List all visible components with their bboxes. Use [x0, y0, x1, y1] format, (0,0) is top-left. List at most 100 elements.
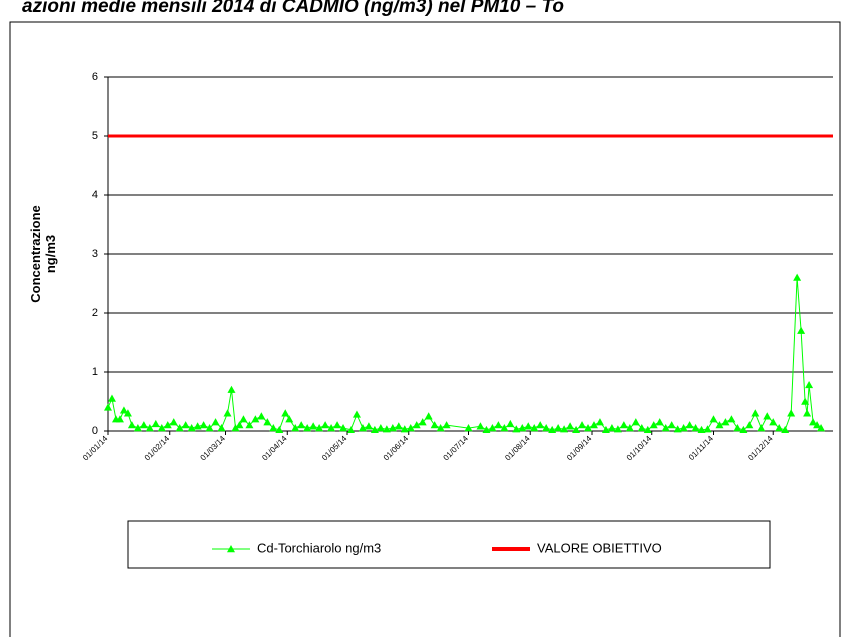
data-point: [163, 421, 172, 429]
data-point: [430, 421, 439, 429]
x-tick-label: 01/12/14: [746, 434, 775, 463]
data-point: [352, 410, 361, 418]
data-point: [643, 425, 652, 434]
series-line: [107, 277, 822, 431]
data-point: [584, 424, 593, 432]
y-tick-label: 4: [92, 189, 98, 201]
data-point: [339, 424, 348, 432]
y-tick-label: 2: [92, 307, 98, 319]
data-point: [637, 424, 646, 432]
y-tick-label: 3: [92, 248, 98, 260]
data-point: [494, 421, 503, 429]
data-point: [809, 418, 818, 426]
y-tick-label: 0: [92, 425, 98, 437]
data-point: [488, 424, 497, 432]
data-point: [275, 425, 284, 434]
data-point: [231, 424, 240, 432]
data-point: [727, 415, 736, 423]
data-point: [697, 425, 706, 434]
data-point: [805, 380, 814, 389]
data-point: [703, 425, 712, 433]
data-point: [769, 418, 778, 426]
data-point: [685, 421, 694, 429]
data-point: [721, 418, 730, 426]
x-tick-label: 01/03/14: [199, 434, 228, 463]
data-point: [691, 424, 700, 432]
data-point: [217, 424, 226, 432]
data-point: [424, 412, 433, 420]
data-point: [751, 409, 760, 417]
y-axis-title-line: Concentrazione: [28, 205, 43, 303]
data-point: [739, 425, 748, 434]
data-point: [346, 425, 355, 434]
data-point: [589, 421, 598, 429]
data-point: [394, 422, 403, 430]
data-point: [745, 421, 754, 429]
x-tick-label: 01/05/14: [320, 434, 349, 463]
data-point: [333, 421, 342, 429]
x-tick-label: 01/10/14: [625, 434, 654, 463]
data-point: [536, 421, 545, 429]
data-point: [715, 421, 724, 429]
data-point: [595, 418, 604, 426]
chart-frame: [9, 21, 841, 637]
data-point: [181, 421, 190, 429]
y-axis-title-line: ng/m3: [43, 235, 58, 273]
data-point: [631, 418, 640, 426]
data-point: [524, 422, 533, 430]
data-point: [285, 415, 294, 423]
data-point: [193, 422, 202, 430]
data-point: [297, 421, 306, 429]
data-point: [223, 409, 232, 417]
data-point: [205, 424, 214, 432]
data-point: [506, 419, 515, 428]
data-point: [269, 424, 278, 432]
data-point: [797, 326, 806, 334]
y-axis-title: Concentrazione ng/m3: [28, 205, 58, 303]
data-point: [245, 421, 254, 429]
data-point: [709, 415, 718, 423]
data-point: [145, 424, 154, 432]
data-point: [139, 421, 148, 429]
legend-label: VALORE OBIETTIVO: [537, 540, 662, 555]
data-point: [613, 425, 622, 433]
data-point: [673, 425, 682, 433]
data-point: [554, 424, 563, 432]
x-tick-label: 01/06/14: [382, 434, 411, 463]
data-point: [115, 415, 124, 423]
data-point: [364, 422, 373, 430]
data-point: [733, 424, 742, 432]
data-point: [133, 424, 142, 432]
data-point: [199, 421, 208, 429]
data-point: [123, 409, 132, 417]
x-tick-label: 01/04/14: [260, 434, 289, 463]
data-point: [169, 418, 178, 426]
data-point: [291, 424, 300, 432]
data-point: [572, 425, 581, 434]
data-point: [104, 403, 112, 411]
y-tick-label: 6: [92, 71, 98, 83]
data-point: [412, 421, 421, 429]
data-point: [327, 424, 336, 432]
data-point: [813, 421, 822, 429]
data-point: [512, 425, 521, 433]
data-point: [281, 409, 290, 417]
data-point: [436, 424, 445, 432]
data-point: [757, 424, 766, 432]
x-tick-label: 01/07/14: [442, 434, 471, 463]
x-tick-label: 01/08/14: [503, 434, 532, 463]
data-point: [649, 421, 658, 429]
data-point: [257, 412, 266, 420]
x-tick-label: 01/01/14: [81, 434, 110, 463]
data-point: [235, 421, 244, 429]
data-point: [315, 424, 324, 432]
data-point: [321, 421, 330, 429]
data-point: [500, 424, 509, 432]
data-point: [406, 424, 415, 432]
data-point: [107, 394, 116, 402]
data-point: [817, 424, 826, 432]
data-point: [667, 421, 676, 429]
x-tick-label: 01/11/14: [687, 434, 715, 462]
data-point: [239, 415, 248, 423]
